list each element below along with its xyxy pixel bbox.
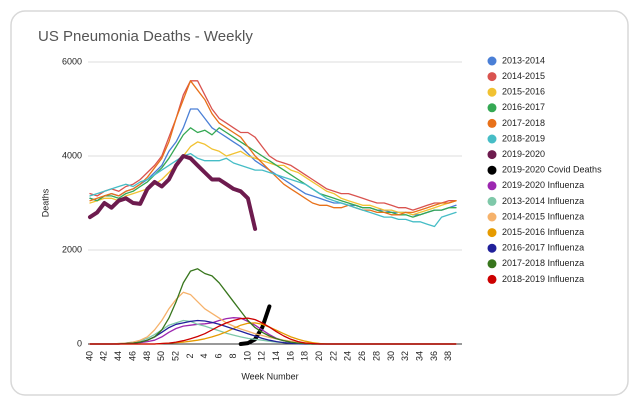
legend-marker: [487, 196, 497, 206]
legend-label: 2019-2020 Covid Deaths: [502, 165, 602, 175]
x-tick-label: 2: [185, 353, 195, 358]
legend-marker: [487, 212, 497, 222]
x-tick-label: 28: [371, 351, 381, 361]
x-tick-label: 12: [257, 351, 267, 361]
x-tick-label: 20: [314, 351, 324, 361]
y-axis-label: Deaths: [40, 188, 50, 217]
legend-marker: [487, 72, 497, 82]
x-tick-label: 10: [242, 351, 252, 361]
x-tick-label: 36: [429, 351, 439, 361]
series-line: [89, 317, 457, 345]
legend-marker: [487, 87, 497, 97]
legend-label: 2017-2018 Influenza: [502, 258, 584, 268]
legend-marker: [487, 181, 497, 191]
card: [10, 10, 629, 396]
series-line: [88, 154, 258, 231]
x-tick-label: 14: [271, 351, 281, 361]
x-tick-label: 18: [300, 351, 310, 361]
legend-label: 2019-2020: [502, 149, 545, 159]
y-tick-label: 4000: [62, 150, 82, 160]
x-tick-label: 30: [386, 351, 396, 361]
legend-label: 2014-2015: [502, 71, 545, 81]
x-tick-label: 26: [357, 351, 367, 361]
x-tick-label: 22: [328, 351, 338, 361]
legend-marker: [487, 56, 497, 66]
y-tick-label: 6000: [62, 56, 82, 66]
legend-label: 2016-2017 Influenza: [502, 243, 584, 253]
legend-label: 2014-2015 Influenza: [502, 211, 584, 221]
legend-label: 2015-2016 Influenza: [502, 227, 584, 237]
legend-label: 2013-2014: [502, 55, 545, 65]
x-tick-label: 8: [228, 353, 238, 358]
legend-marker: [487, 274, 497, 284]
legend-marker: [487, 228, 497, 238]
series-line: [89, 80, 457, 211]
x-tick-label: 52: [170, 351, 180, 361]
x-tick-label: 4: [199, 353, 209, 358]
legend-marker: [487, 118, 497, 128]
x-tick-label: 48: [142, 351, 152, 361]
legend-marker: [487, 259, 497, 269]
x-tick-label: 34: [414, 351, 424, 361]
legend-marker: [487, 165, 497, 175]
y-tick-label: 0: [77, 338, 82, 348]
x-tick-label: 32: [400, 351, 410, 361]
chart-title: US Pneumonia Deaths - Weekly: [38, 28, 253, 45]
legend-marker: [487, 103, 497, 113]
x-tick-label: 40: [84, 351, 94, 361]
legend-label: 2018-2019 Influenza: [502, 274, 584, 284]
legend-label: 2018-2019: [502, 133, 545, 143]
legend-label: 2017-2018: [502, 118, 545, 128]
x-tick-label: 6: [214, 353, 224, 358]
legend-marker: [487, 134, 497, 144]
legend-marker: [487, 150, 497, 160]
series-line: [89, 127, 457, 218]
series-line: [89, 152, 457, 228]
x-axis-label: Week Number: [241, 371, 298, 381]
y-tick-label: 2000: [62, 244, 82, 254]
series-line: [89, 108, 457, 216]
x-tick-label: 16: [285, 351, 295, 361]
x-tick-label: 50: [156, 351, 166, 361]
x-tick-label: 46: [127, 351, 137, 361]
legend-label: 2015-2016: [502, 87, 545, 97]
legend-label: 2013-2014 Influenza: [502, 196, 584, 206]
legend-label: 2016-2017: [502, 102, 545, 112]
legend-marker: [487, 243, 497, 253]
x-tick-label: 44: [113, 351, 123, 361]
legend-label: 2019-2020 Influenza: [502, 180, 584, 190]
x-tick-label: 38: [443, 351, 453, 361]
x-tick-label: 42: [99, 351, 109, 361]
x-tick-label: 24: [343, 351, 353, 361]
